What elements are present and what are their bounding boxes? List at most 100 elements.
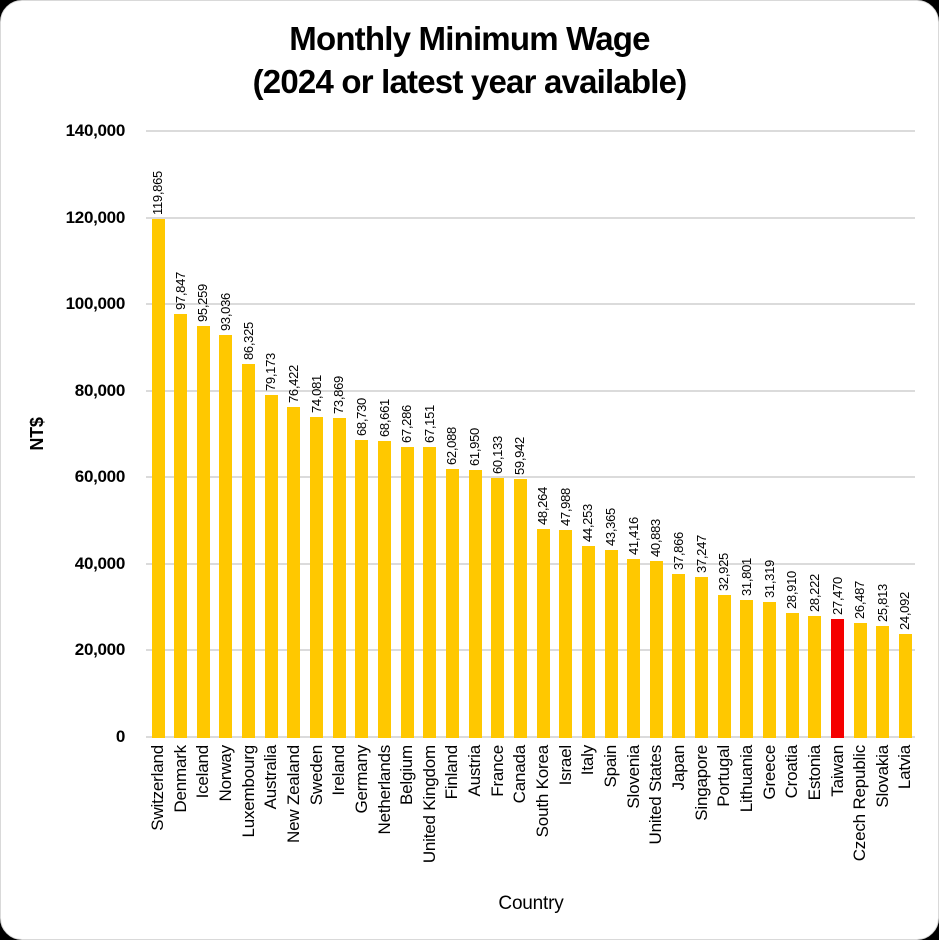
bar: [853, 623, 867, 738]
x-tick-label: Slovenia: [623, 745, 643, 809]
x-tick-label: Czech Republic: [850, 745, 870, 862]
bar: [559, 530, 573, 738]
x-tick-label: Germany: [351, 745, 371, 814]
y-tick-label: 0: [115, 727, 125, 746]
bar-value-label: 61,950: [467, 427, 483, 466]
bar-value-label: 93,036: [217, 293, 233, 332]
bar: [287, 407, 301, 738]
bar-value-label: 86,325: [240, 322, 256, 361]
bar-value-label: 74,081: [308, 375, 324, 414]
bar-value-label: 43,365: [603, 508, 619, 547]
bar: [400, 446, 414, 738]
bar: [310, 417, 324, 738]
x-tick-label: Austria: [465, 745, 485, 797]
bar-value-label: 27,470: [829, 577, 845, 616]
bar: [355, 440, 369, 738]
bar-value-label: 48,264: [535, 487, 551, 526]
bar: [740, 600, 754, 738]
bar-value-label: 97,847: [172, 272, 188, 311]
bar: [649, 561, 663, 738]
bar-value-label: 76,422: [285, 365, 301, 404]
x-tick-label: Portugal: [714, 745, 734, 807]
x-tick-label: Norway: [215, 745, 235, 802]
bar-highlighted: [831, 619, 845, 738]
gridline: [146, 476, 915, 479]
bar-value-label: 67,286: [399, 404, 415, 443]
x-tick-label: New Zealand: [283, 745, 303, 843]
y-tick-label: 60,000: [74, 467, 126, 487]
bar: [513, 478, 527, 738]
bar: [536, 529, 550, 738]
x-tick-label: Sweden: [306, 745, 326, 806]
x-tick-label: Ireland: [329, 745, 349, 796]
bar-value-label: 37,866: [670, 532, 686, 571]
x-tick-label: Spain: [601, 745, 621, 788]
bar-value-label: 60,133: [489, 435, 505, 474]
bar-value-label: 26,487: [852, 581, 868, 620]
x-tick-label: Taiwan: [827, 745, 847, 797]
bar: [174, 314, 188, 738]
bar: [695, 576, 709, 738]
x-tick-label: Estonia: [804, 745, 824, 801]
y-tick-label: 40,000: [74, 553, 126, 573]
bar-value-label: 79,173: [263, 353, 279, 392]
x-tick-label: Switzerland: [148, 745, 167, 831]
x-tick-label: Lithuania: [736, 745, 756, 813]
bar: [242, 364, 256, 738]
x-tick-label: Greece: [759, 745, 779, 800]
bar: [445, 469, 459, 738]
y-tick-label: 80,000: [74, 380, 126, 400]
x-tick-label: Iceland: [193, 745, 213, 799]
x-axis-title: Country: [498, 893, 564, 914]
bar-value-label: 95,259: [195, 283, 211, 322]
gridline: [146, 303, 915, 306]
bar: [763, 602, 777, 738]
bar: [468, 469, 482, 738]
x-tick-label: Belgium: [397, 745, 417, 806]
gridline: [146, 389, 915, 392]
bar-value-label: 31,801: [738, 558, 754, 597]
bar: [604, 550, 618, 738]
x-tick-label: Croatia: [782, 745, 802, 799]
bar: [898, 633, 912, 738]
x-tick-label: Australia: [261, 745, 281, 810]
bar: [808, 615, 822, 738]
bar-value-label: 68,730: [353, 398, 369, 437]
bar-value-label: 24,092: [897, 591, 913, 630]
y-tick-label: 100,000: [65, 294, 126, 314]
bar: [785, 612, 799, 738]
y-axis-title: NT$: [27, 417, 47, 451]
bar: [151, 219, 165, 738]
chart-title-line2: (2024 or latest year available): [252, 63, 688, 100]
x-tick-label: Italy: [578, 745, 598, 776]
x-tick-label: United States: [646, 745, 666, 845]
x-tick-label: Canada: [510, 745, 530, 804]
chart-title-line1: Monthly Minimum Wage: [289, 20, 650, 57]
bar: [264, 395, 278, 738]
x-tick-label: United Kingdom: [419, 745, 439, 864]
x-tick-label: Finland: [442, 745, 462, 800]
bar-value-label: 28,910: [784, 570, 800, 609]
bar-value-label: 62,088: [444, 427, 460, 466]
x-tick-label: France: [487, 745, 507, 797]
x-tick-label: Denmark: [170, 745, 190, 813]
bar-value-label: 59,942: [512, 436, 528, 475]
x-tick-label: Luxembourg: [238, 745, 258, 838]
bar-value-label: 68,661: [376, 398, 392, 437]
bar-value-label: 25,813: [874, 584, 890, 623]
bar: [672, 574, 686, 738]
bar-value-label: 67,151: [421, 405, 437, 444]
y-tick-label: 120,000: [65, 207, 126, 227]
bar: [219, 335, 233, 738]
bar-value-label: 32,925: [716, 553, 732, 592]
x-tick-label: Singapore: [691, 745, 711, 821]
bar: [627, 558, 641, 738]
bar-value-label: 28,222: [806, 573, 822, 612]
bar-value-label: 41,416: [625, 516, 641, 555]
bar: [332, 418, 346, 738]
x-tick-label: Netherlands: [374, 745, 394, 835]
x-tick-label: Israel: [555, 745, 575, 786]
bar: [196, 325, 210, 738]
bar: [423, 447, 437, 738]
gridline: [146, 649, 915, 652]
